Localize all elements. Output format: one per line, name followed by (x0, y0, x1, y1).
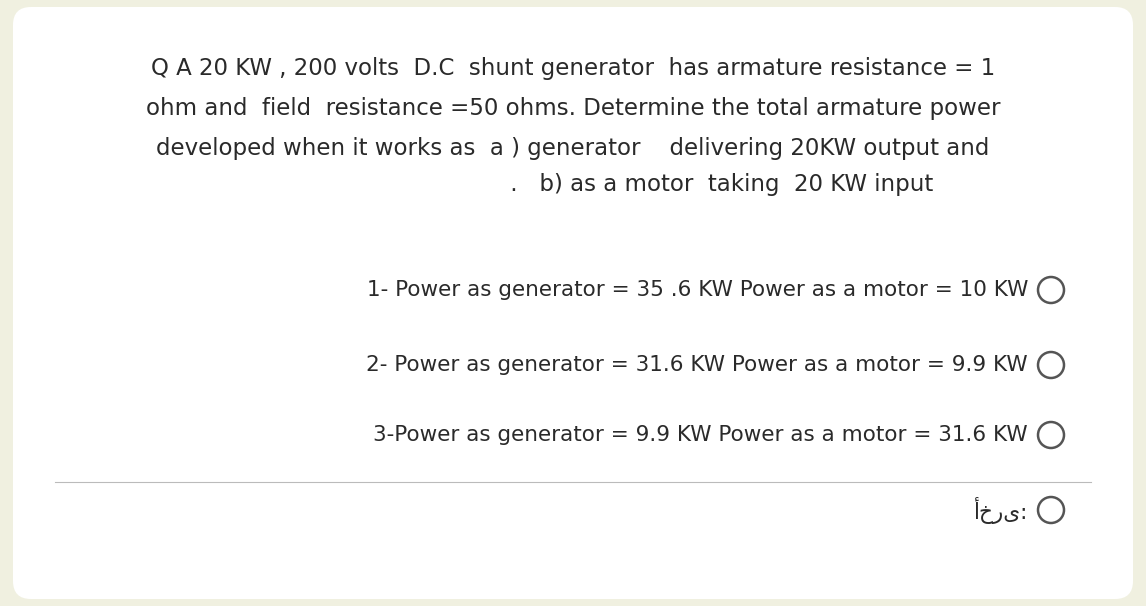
FancyBboxPatch shape (13, 7, 1133, 599)
Text: Q A 20 KW , 200 volts  D.C  shunt generator  has armature resistance = 1: Q A 20 KW , 200 volts D.C shunt generato… (151, 56, 995, 79)
Text: 2- Power as generator = 31.6 KW Power as a motor = 9.9 KW: 2- Power as generator = 31.6 KW Power as… (367, 355, 1028, 375)
Text: ohm and  field  resistance =50 ohms. Determine the total armature power: ohm and field resistance =50 ohms. Deter… (146, 96, 1000, 119)
Text: developed when it works as  a ) generator    delivering 20KW output and: developed when it works as a ) generator… (156, 136, 990, 159)
Text: أخرى:: أخرى: (974, 496, 1028, 524)
Text: 3-Power as generator = 9.9 KW Power as a motor = 31.6 KW: 3-Power as generator = 9.9 KW Power as a… (374, 425, 1028, 445)
Text: 1- Power as generator = 35 .6 KW Power as a motor = 10 KW: 1- Power as generator = 35 .6 KW Power a… (367, 280, 1028, 300)
Text: .   b) as a motor  taking  20 KW input: . b) as a motor taking 20 KW input (213, 173, 933, 196)
